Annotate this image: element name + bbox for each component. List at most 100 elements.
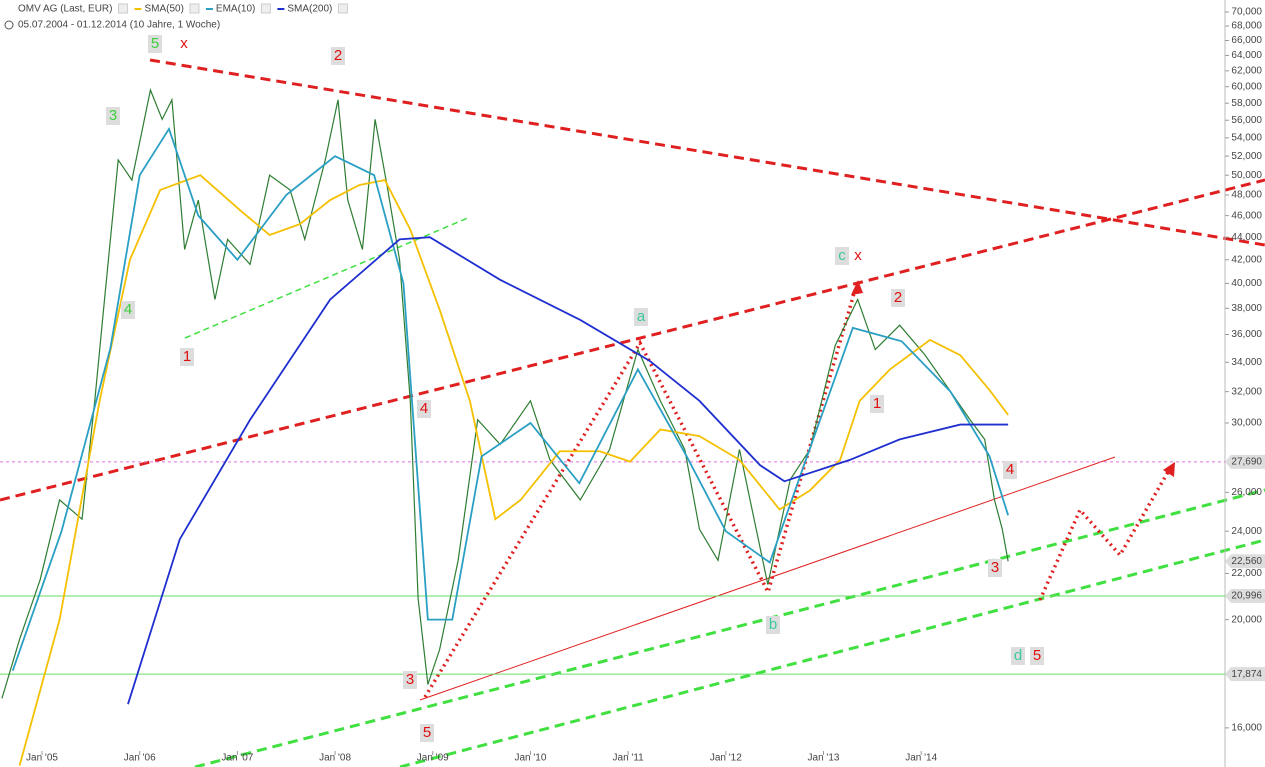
y-tick-label: 50,000 xyxy=(1231,170,1262,181)
y-tick-label: 30,000 xyxy=(1231,418,1262,429)
x-tick-label: Jan '12 xyxy=(710,753,742,764)
trend-line xyxy=(184,216,471,339)
wave-label: 5 xyxy=(1033,647,1041,664)
legend-label: EMA(10) xyxy=(216,4,255,15)
label-box xyxy=(331,47,345,65)
price-box xyxy=(1225,589,1265,604)
label-box xyxy=(1011,647,1025,665)
label-box xyxy=(870,395,884,413)
price-box xyxy=(1225,454,1265,469)
label-box xyxy=(148,35,162,53)
series-line xyxy=(11,126,1009,672)
wave-label: c xyxy=(838,247,846,264)
x-tick-label: Jan '14 xyxy=(905,753,937,764)
y-tick-label: 16,000 xyxy=(1231,723,1262,734)
label-box xyxy=(988,559,1002,577)
clock-icon xyxy=(4,20,14,30)
x-tick-label: Jan '05 xyxy=(26,753,58,764)
wave-label: 5 xyxy=(151,35,159,52)
y-tick-label: 56,000 xyxy=(1231,115,1262,126)
label-box xyxy=(891,289,905,307)
y-tick-label: 68,000 xyxy=(1231,21,1262,32)
y-tick-label: 58,000 xyxy=(1231,98,1262,109)
wave-label: a xyxy=(637,308,646,325)
label-box xyxy=(106,107,120,125)
wave-label: 3 xyxy=(991,559,999,576)
overlay-lines xyxy=(0,58,1265,767)
wave-label: 1 xyxy=(873,395,881,412)
wave-label: b xyxy=(769,616,777,633)
x-tick-label: Jan '07 xyxy=(221,753,253,764)
wave-labels: 5 x 2 3 4 1 4 3 5 a c x 2 1 4 3 b d 5 xyxy=(106,35,1044,742)
y-tick-label: 36,000 xyxy=(1231,329,1262,340)
y-tick-label: 62,000 xyxy=(1231,65,1262,76)
y-tick-label: 60,000 xyxy=(1231,81,1262,92)
y-tick-label: 66,000 xyxy=(1231,35,1262,46)
y-tick-label: 20,000 xyxy=(1231,614,1262,625)
subtitle: 05.07.2004 - 01.12.2014 (10 Jahre, 1 Woc… xyxy=(18,20,220,31)
label-box xyxy=(417,400,431,418)
wave-label: 3 xyxy=(109,107,117,124)
label-box xyxy=(121,301,135,319)
series-line xyxy=(127,236,1009,705)
label-box xyxy=(403,671,417,689)
x-tick-label: Jan '10 xyxy=(514,753,546,764)
y-tick-label: 34,000 xyxy=(1231,357,1262,368)
legend: OMV AG (Last, EUR) SMA(50) EMA(10) SMA(200) xyxy=(18,3,348,15)
x-tick-label: Jan '13 xyxy=(808,753,840,764)
label-box xyxy=(1003,461,1017,479)
price-box xyxy=(1225,667,1265,682)
trend-line xyxy=(194,488,1265,767)
y-tick-label: 40,000 xyxy=(1231,278,1262,289)
y-tick-label: 42,000 xyxy=(1231,254,1262,265)
trend-line xyxy=(399,538,1265,767)
series-line xyxy=(1,87,1009,699)
y-tick-label: 64,000 xyxy=(1231,50,1262,61)
y-tick-label: 52,000 xyxy=(1231,151,1262,162)
x-tick-label: Jan '06 xyxy=(124,753,156,764)
wave-label: x xyxy=(180,35,188,52)
y-tick-label: 22,000 xyxy=(1231,568,1262,579)
legend-label: SMA(200) xyxy=(287,4,332,15)
price-box xyxy=(1225,554,1265,569)
legend-button xyxy=(260,3,271,14)
wave-label: 2 xyxy=(894,289,902,306)
y-tick-label: 46,000 xyxy=(1231,210,1262,221)
x-tick-label: Jan '11 xyxy=(613,753,645,764)
legend-button xyxy=(189,3,200,14)
legend-label: SMA(50) xyxy=(144,4,183,15)
label-box xyxy=(766,616,780,634)
legend-button xyxy=(337,3,348,14)
label-box xyxy=(634,308,648,326)
y-tick-label: 70,000 xyxy=(1231,7,1262,18)
label-box xyxy=(180,348,194,366)
level-label: 20,996 xyxy=(1231,591,1262,602)
wave-label: d xyxy=(1014,647,1022,664)
y-tick-label: 44,000 xyxy=(1231,232,1262,243)
last-price-label: 22,560 xyxy=(1231,556,1262,567)
level-label: 27,690 xyxy=(1231,456,1262,467)
wave-label: 4 xyxy=(420,400,428,417)
wave-label: 3 xyxy=(406,671,414,688)
legend-button xyxy=(117,3,128,14)
x-tick-label: Jan '09 xyxy=(417,753,449,764)
trend-line xyxy=(419,456,1116,701)
wave-label: 4 xyxy=(1006,461,1014,478)
header: 05.07.2004 - 01.12.2014 (10 Jahre, 1 Woc… xyxy=(4,20,220,31)
x-tick-label: Jan '08 xyxy=(319,753,351,764)
label-box xyxy=(835,247,849,265)
legend-label: OMV AG (Last, EUR) xyxy=(18,4,112,15)
y-tick-label: 32,000 xyxy=(1231,386,1262,397)
arrow-head xyxy=(1163,462,1175,477)
label-box xyxy=(420,724,434,742)
wave-label: 2 xyxy=(334,47,342,64)
trend-line xyxy=(149,58,1265,247)
trend-line xyxy=(0,178,1265,502)
level-label: 17,874 xyxy=(1231,669,1262,680)
wave-label: x xyxy=(854,247,862,264)
projection-path xyxy=(1038,471,1170,601)
wave-label: 1 xyxy=(183,348,191,365)
label-box xyxy=(1030,647,1044,665)
